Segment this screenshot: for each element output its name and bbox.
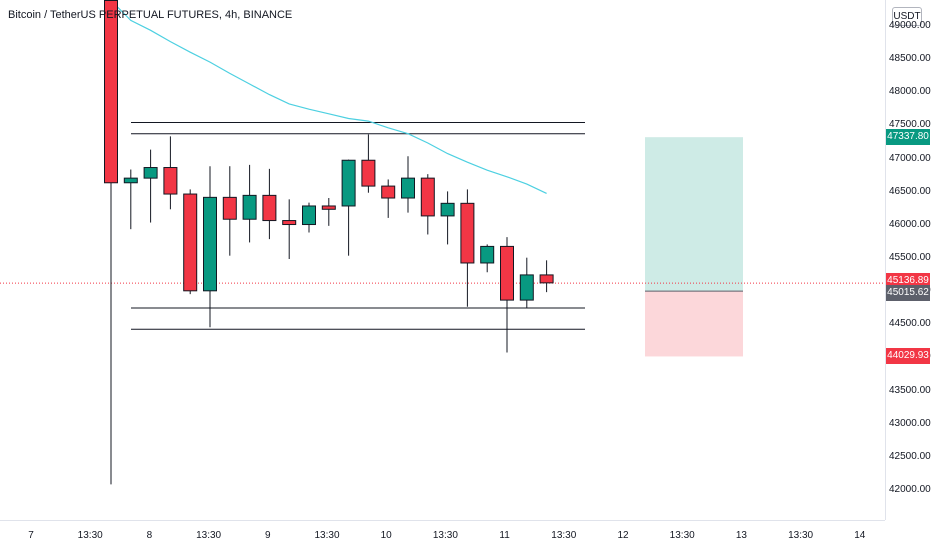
price-tick-label: 44500.00 [889,318,931,330]
time-tick-label: 8 [146,530,153,541]
time-tick-label: 13:30 [788,530,814,541]
time-tick-label: 13:30 [196,530,222,541]
price-tick-label: 48500.00 [889,53,931,65]
candle-body [242,194,257,220]
price-tick-label: 47000.00 [889,152,931,164]
candle-body [401,177,415,199]
candle-body [222,196,237,220]
price-scale-border [885,0,886,520]
time-tick-label: 13:30 [669,530,695,541]
candle-body [519,274,534,301]
price-tick-label: 46500.00 [889,185,931,197]
time-scale-border [0,520,885,521]
candle-body [302,205,316,226]
candle-body [420,177,435,217]
time-tick-label: 14 [854,530,866,541]
last-price-badge: 45136.89 [886,273,930,290]
stop-price-badge: 44029.93 [886,348,930,365]
stop-loss-zone [645,291,743,357]
time-tick-label: 11 [499,530,510,541]
time-tick-label: 13:30 [432,530,458,541]
target-price-badge: 47337.80 [886,129,930,146]
time-tick-label: 13:30 [551,530,577,541]
price-tick-label: 42000.00 [889,484,931,495]
candle-body [341,159,356,207]
price-chart[interactable] [0,0,885,520]
candle-body [460,202,475,264]
price-tick-label: 48000.00 [889,86,931,98]
take-profit-zone [645,137,743,292]
price-tick-label: 47500.00 [889,119,931,131]
time-tick-label: 10 [380,530,392,541]
candle-body [262,194,277,222]
price-tick-label: 45500.00 [889,252,931,263]
time-tick-label: 13:30 [77,530,103,541]
candle-body [321,205,336,210]
candle-body [203,196,217,292]
candle-body [500,245,514,301]
candle-body [480,245,495,264]
time-tick-label: 9 [265,530,271,541]
candle-body [163,167,178,195]
price-tick-label: 43000.00 [889,417,931,429]
price-tick-label: 49000.00 [889,20,931,31]
price-tick-label: 42500.00 [889,450,931,462]
price-tick-label: 43500.00 [889,384,931,396]
candle-body [440,202,455,217]
candle-body [282,220,297,226]
price-tick-label: 46000.00 [889,218,931,230]
entry-price-badge: 45015.62 [886,285,930,302]
time-tick-label: 12 [617,530,629,541]
candle-body [539,274,554,284]
time-tick-label: 7 [28,530,34,541]
candle-body [123,177,138,184]
chart-title: Bitcoin / TetherUS PERPETUAL FUTURES, 4h… [8,9,293,21]
moving-average-line [110,0,547,194]
candle-body [361,159,376,187]
time-tick-label: 13 [735,530,747,541]
currency-button[interactable]: USDT [892,7,922,26]
candle-body [183,193,198,292]
candle-body [104,0,118,184]
candle-body [381,185,396,199]
time-tick-label: 13:30 [314,530,340,541]
candle-body [143,167,158,179]
